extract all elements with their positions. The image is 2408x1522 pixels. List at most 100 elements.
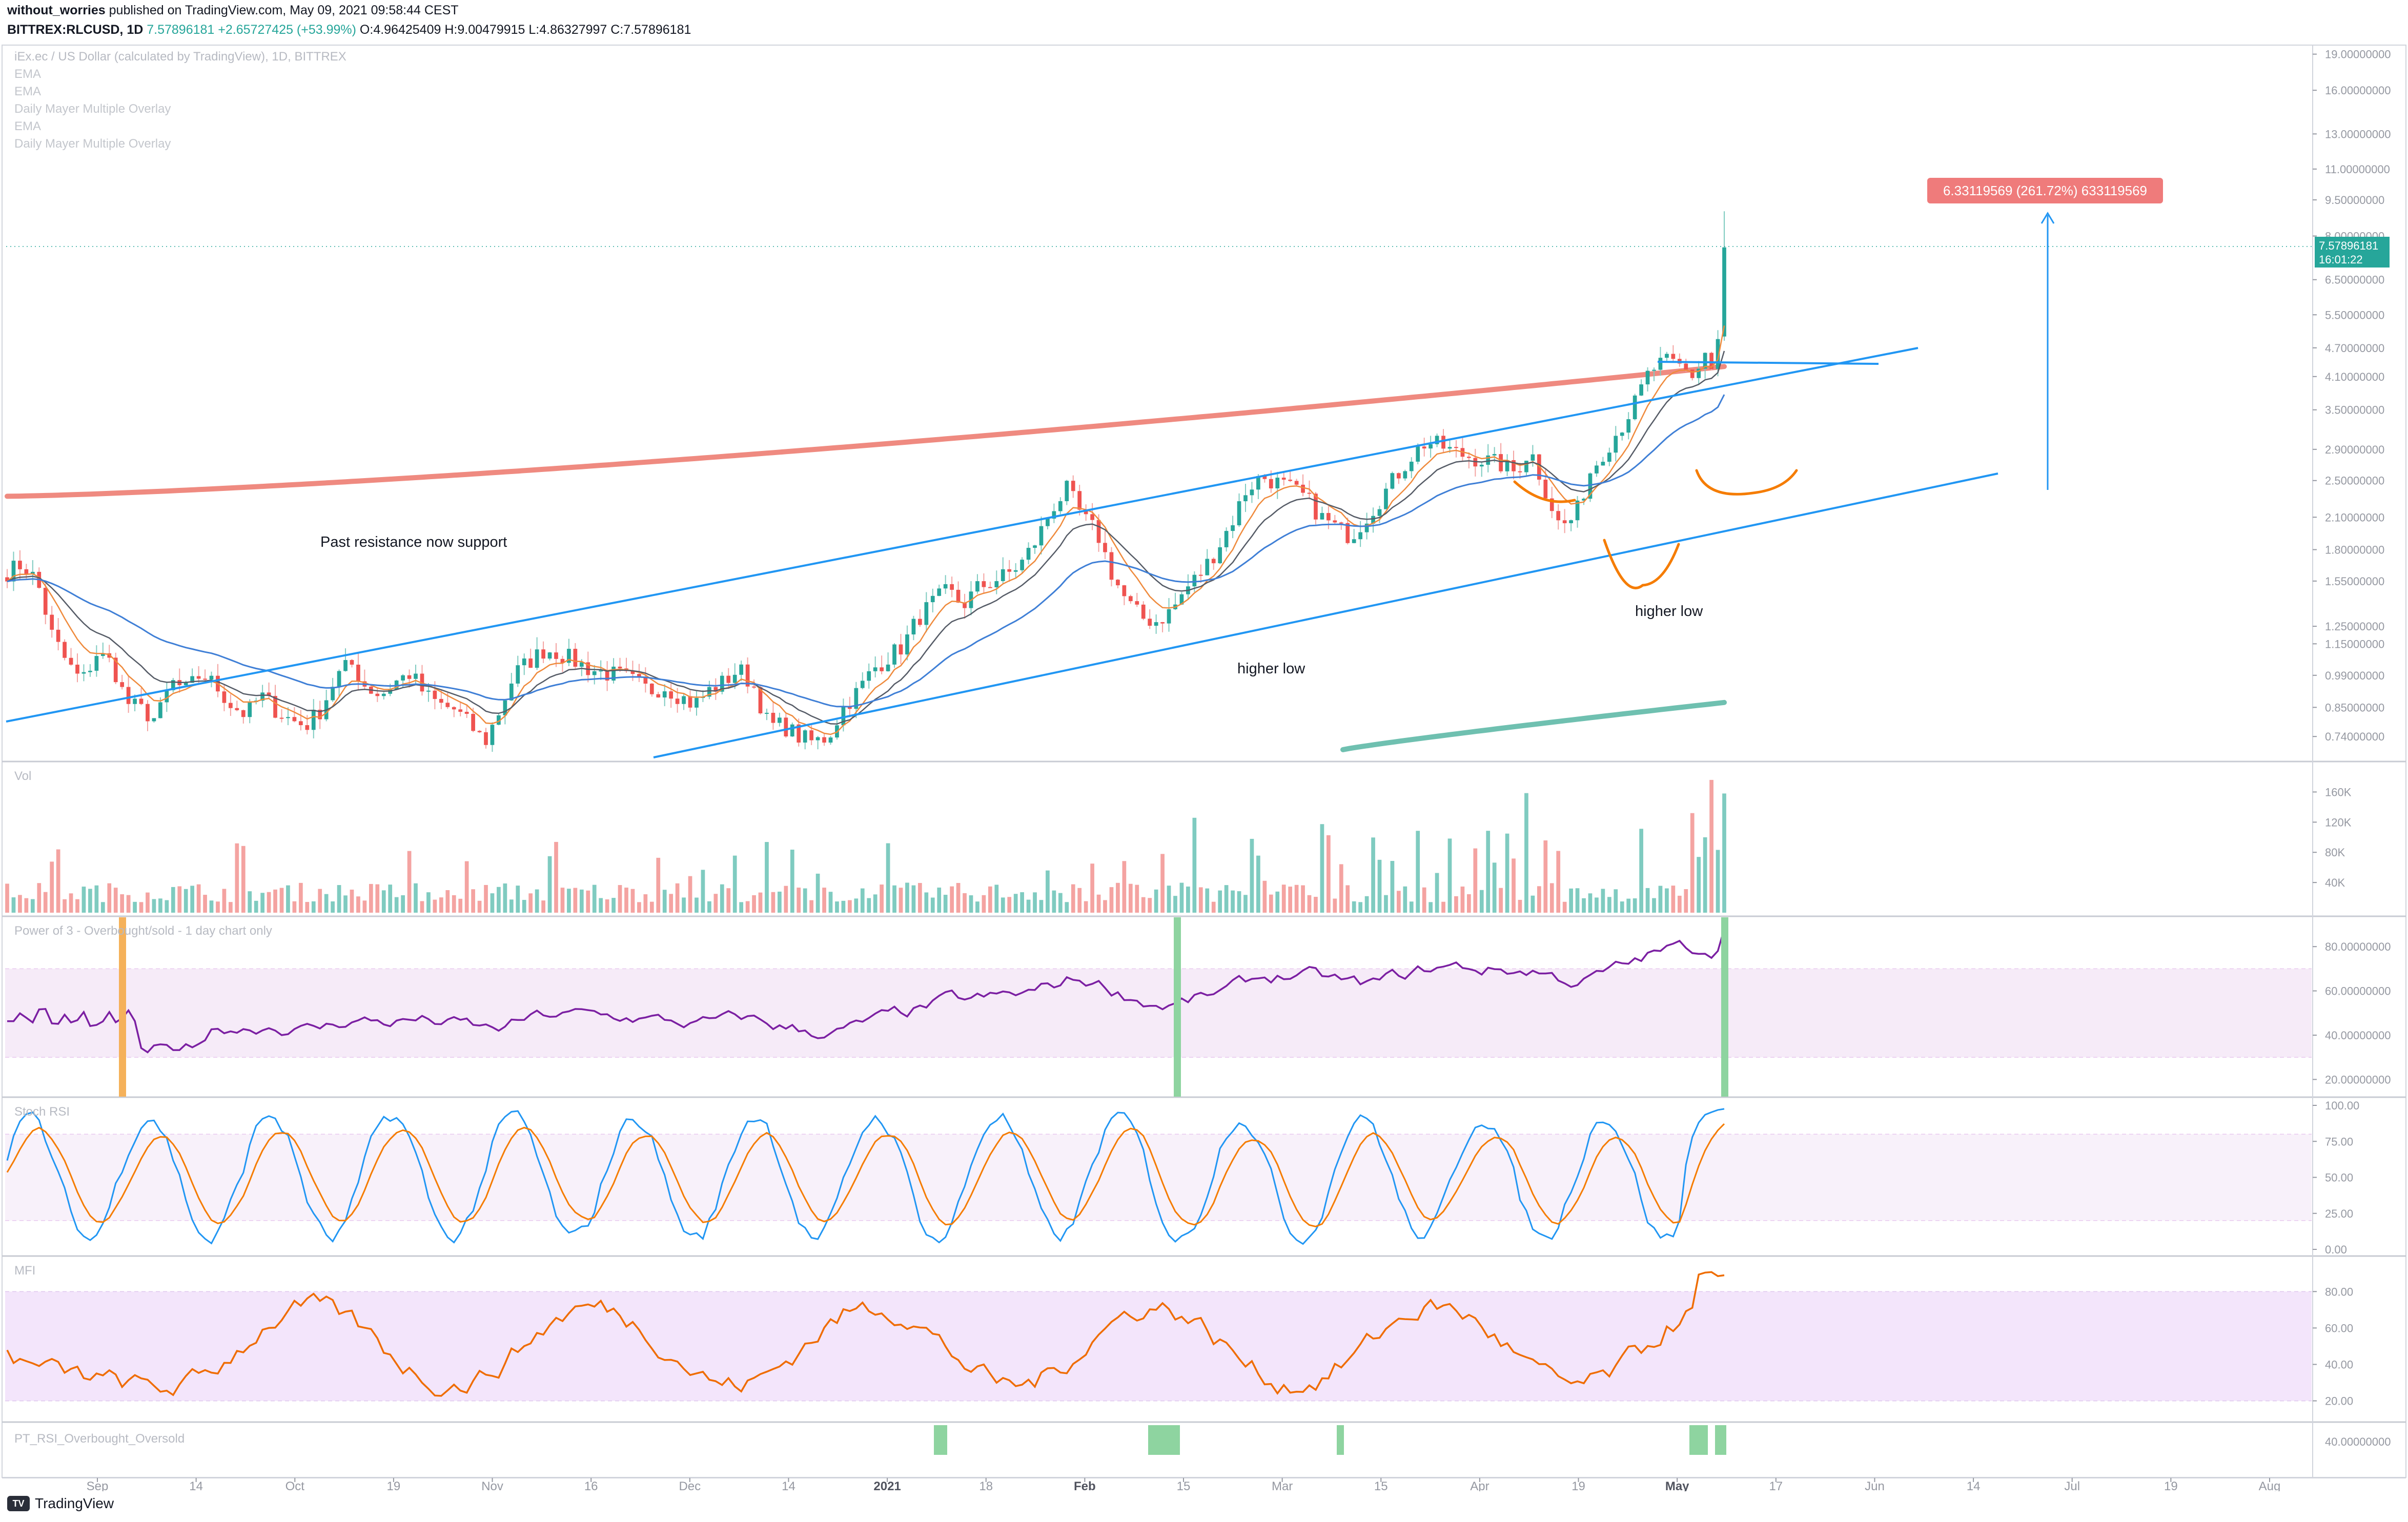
prior-low-curve[interactable] [1513,480,1576,503]
volume-bar [216,901,220,913]
candle-body [1671,354,1676,359]
annotation-higher-low-2: higher low [1635,603,1703,620]
candle-body [1237,501,1241,525]
volume-bar [669,894,674,913]
candle-body [305,725,310,730]
volume-bar [1307,895,1312,913]
candle-body [1039,526,1044,546]
price-change: +2.65727425 (+53.99%) [218,23,356,37]
candle-body [1071,481,1075,491]
volume-bar [1269,894,1273,913]
volume-bar [1039,900,1044,913]
power-tick-label: 40.00000000 [2325,1029,2391,1042]
author-name[interactable]: without_worries [7,3,106,17]
volume-bar [963,893,967,913]
indicator-bands [5,968,2312,1402]
volume-bar [1390,860,1395,913]
breakout-horizontal-line[interactable] [1657,361,1879,365]
volume-bar [1154,889,1158,913]
volume-bar [675,883,680,913]
publish-line: without_worries published on TradingView… [7,3,459,18]
candle-body [50,614,54,630]
volume-bar [433,899,437,913]
chart-canvas[interactable]: Past resistance now support higher low hig… [0,43,2408,1491]
upper-channel-trendline[interactable] [6,347,1919,723]
bar-countdown: 16:01:22 [2319,253,2363,266]
volume-bar [835,901,839,913]
volume-bar [165,900,169,913]
candle-body [81,672,86,674]
volume-bar [707,901,711,913]
candle-body [1447,447,1452,449]
projected-low-curve[interactable] [1695,469,1798,496]
candle-body [146,704,150,722]
volume-bar [1441,901,1445,913]
candle-body [1218,547,1222,564]
candle-body [803,730,807,743]
volume-bar [1262,880,1267,913]
power-of-3-line [7,929,1725,1054]
candle-body [452,707,456,710]
overbought-signal [1174,917,1181,1097]
price-tick-label: 1.55000000 [2325,575,2384,588]
volume-bar [88,889,92,913]
trendlines[interactable] [6,212,2312,758]
candle-body [471,714,475,731]
volume-bar [81,887,86,913]
candle-body [873,667,878,671]
volume-bar [1716,850,1720,913]
volume-bar [158,898,162,913]
candle-body [1020,560,1024,570]
candle-body [165,690,169,703]
volume-bar [1135,885,1139,913]
tradingview-brand[interactable]: TV TradingView [7,1495,114,1512]
volume-bar [732,855,737,913]
volume-bar [860,888,865,913]
candle-body [662,691,667,698]
candle-body [120,682,125,687]
volume-bar [1358,902,1363,913]
volume-bar [630,889,635,913]
candle-body [732,674,737,683]
volume-bar [1256,855,1260,913]
price-tick-label: 4.70000000 [2325,342,2384,355]
candle-body [139,698,144,704]
candle-body [541,649,545,659]
candle-body [1684,363,1688,370]
candle-body [695,698,699,708]
candle-body [1652,369,1656,371]
candle-body [183,683,188,686]
volume-bar [1524,793,1528,913]
volume-bar [126,895,131,913]
measure-arrow-head [2040,212,2055,224]
lower-channel-trendline[interactable] [653,472,1998,758]
higher-low-curve[interactable] [1603,539,1680,589]
volume-bar [1077,888,1082,913]
volume-bar [1294,885,1299,913]
candle-body [637,674,641,677]
candle-body [1192,574,1197,587]
candle-body [841,706,846,726]
volume-bar [1505,833,1509,913]
volume-bar [1167,886,1171,913]
volume-bar [1179,882,1184,913]
volume-pane-title: Vol [14,769,31,783]
volume-bar [1103,900,1107,913]
candle-body [886,664,890,671]
candle-body [535,649,539,668]
volume-bar [171,887,175,913]
candle-body [1198,574,1203,576]
candle-body [1122,585,1127,597]
candle-body [726,675,731,683]
candle-body [1103,543,1107,552]
volume-bar [1518,899,1522,913]
symbol-name[interactable]: BITTREX:RLCUSD, 1D [7,23,144,37]
candle-body [1645,371,1650,385]
volume-bar [784,886,788,913]
candle-body [790,724,794,737]
candle-body [464,712,469,714]
volume-bar [886,843,890,913]
candle-body [133,698,137,704]
power-pane-title: Power of 3 - Overbought/sold - 1 day cha… [14,924,272,938]
volume-bar [611,898,616,913]
